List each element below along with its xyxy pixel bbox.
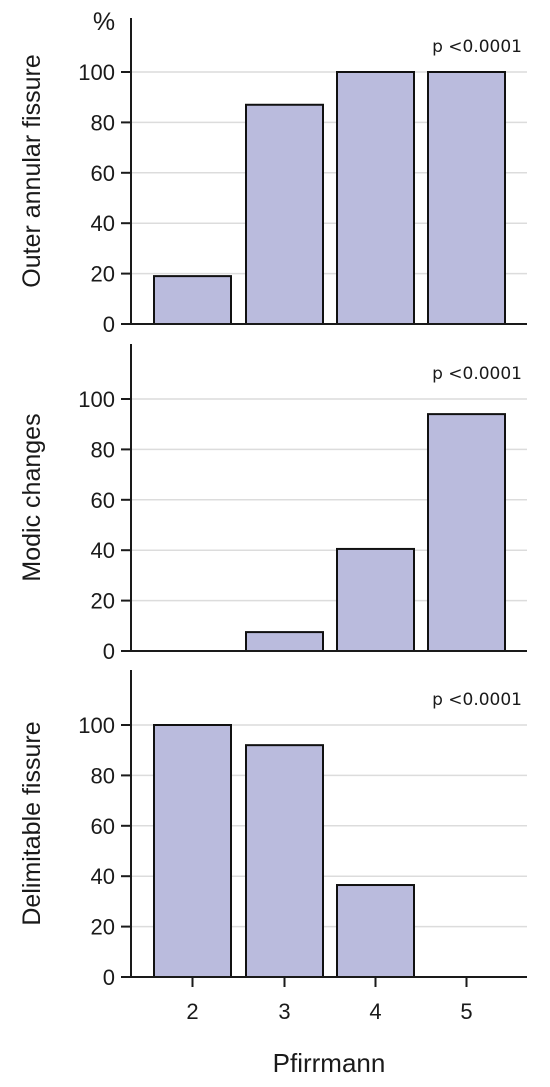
p-value-annotation: p <0.0001	[432, 364, 522, 384]
chart-panel-1: 0 20 40 60 80 100 Outer annular fissure p <0.00…	[18, 8, 527, 337]
bar-4	[336, 547, 415, 652]
x-tick-label: 2	[186, 999, 198, 1024]
p-value-annotation: p <0.0001	[432, 690, 522, 710]
y-tick-label: 40	[91, 211, 115, 236]
x-tick-label: 4	[369, 999, 381, 1024]
y-tick-label: 20	[91, 589, 115, 614]
x-tick-label: 3	[278, 999, 290, 1024]
chart-panel-2: 0 20 40 60 80 100 Modic changes p <0.0001	[18, 344, 527, 664]
bar-2	[153, 724, 232, 978]
y-tick-label: 100	[78, 713, 115, 738]
bar-5	[427, 71, 506, 325]
y-axis-label: Outer annular fissure	[18, 54, 46, 287]
p-value-annotation: p <0.0001	[432, 37, 522, 57]
y-tick-label: 0	[103, 312, 115, 337]
y-tick-label: 60	[91, 814, 115, 839]
y-tick-label: 100	[78, 387, 115, 412]
x-axis-label: Pfirrmann	[273, 1048, 386, 1078]
bar-5	[427, 413, 506, 652]
bar-4	[336, 884, 415, 979]
y-tick-label: 80	[91, 110, 115, 135]
bar-3	[245, 631, 324, 652]
y-tick-label: 40	[91, 864, 115, 889]
y-tick-label: 100	[78, 60, 115, 85]
y-unit-label: %	[93, 8, 115, 36]
bar-3	[245, 103, 324, 326]
y-tick-label: 40	[91, 538, 115, 563]
y-axis-label: Modic changes	[18, 413, 46, 581]
y-tick-label: 20	[91, 262, 115, 287]
y-tick-label: 20	[91, 915, 115, 940]
bar-2	[153, 275, 232, 325]
y-tick-label: 60	[91, 161, 115, 186]
y-tick-label: 0	[103, 639, 115, 664]
y-axis-label: Delimitable fissure	[18, 721, 46, 925]
bar-4	[336, 71, 415, 325]
y-tick-label: 80	[91, 437, 115, 462]
chart-panel-3: 0 20 40 60 80 100 Delimitable fissure p <0.0001…	[18, 670, 527, 1024]
y-tick-label: 80	[91, 763, 115, 788]
y-tick-label: 0	[103, 965, 115, 990]
x-tick-label: 5	[460, 999, 472, 1024]
y-tick-label: 60	[91, 488, 115, 513]
bar-3	[245, 744, 324, 978]
